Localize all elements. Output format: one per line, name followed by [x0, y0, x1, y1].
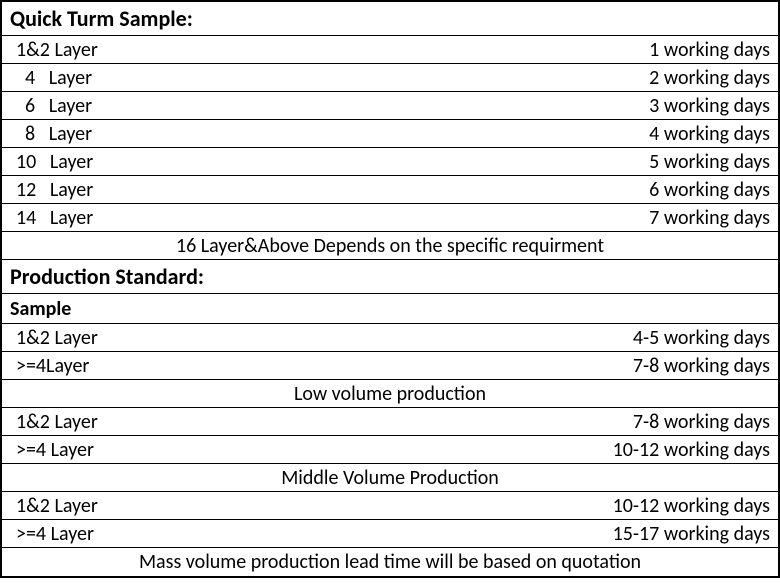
- table-row: >=4 Layer 15-17 working days: [2, 520, 778, 548]
- table-row: 10 Layer 5 working days: [2, 148, 778, 176]
- layer-label: >=4 Layer: [2, 437, 102, 463]
- subsection-header: Sample: [2, 294, 778, 324]
- layer-label: 1&2 Layer: [2, 409, 106, 435]
- layer-label: 12 Layer: [2, 177, 101, 203]
- table-row: 1&2 Layer 7-8 working days: [2, 408, 778, 436]
- lead-time-value: 4 working days: [100, 121, 778, 147]
- subsection-title: Middle Volume Production: [2, 464, 778, 492]
- lead-time-value: 7-8 working days: [106, 409, 778, 435]
- table-row: 1&2 Layer 10-12 working days: [2, 492, 778, 520]
- center-title-text: Low volume production: [294, 382, 486, 406]
- layer-label: 14 Layer: [2, 205, 101, 231]
- header-text: Production Standard:: [10, 263, 204, 290]
- lead-time-value: 3 working days: [100, 93, 778, 119]
- table-row: 12 Layer 6 working days: [2, 176, 778, 204]
- layer-label: 10 Layer: [2, 149, 101, 175]
- lead-time-table: Quick Turm Sample: 1&2 Layer 1 working d…: [0, 0, 780, 578]
- layer-label: 1&2 Layer: [2, 493, 106, 519]
- section-header: Quick Turm Sample:: [2, 2, 778, 36]
- layer-label: 1&2 Layer: [2, 37, 106, 63]
- section-footer: 16 Layer&Above Depends on the specific r…: [2, 232, 778, 260]
- lead-time-value: 4-5 working days: [106, 325, 778, 351]
- lead-time-value: 10-12 working days: [106, 493, 778, 519]
- table-row: 6 Layer 3 working days: [2, 92, 778, 120]
- table-row: >=4 Layer 10-12 working days: [2, 436, 778, 464]
- lead-time-value: 7 working days: [101, 205, 778, 231]
- table-row: 1&2 Layer 1 working days: [2, 36, 778, 64]
- table-row: >=4Layer 7-8 working days: [2, 352, 778, 380]
- lead-time-value: 2 working days: [100, 65, 778, 91]
- table-row: 14 Layer 7 working days: [2, 204, 778, 232]
- layer-label: 1&2 Layer: [2, 325, 106, 351]
- lead-time-value: 15-17 working days: [102, 521, 778, 547]
- section-footer: Mass volume production lead time will be…: [2, 548, 778, 576]
- table-row: 1&2 Layer 4-5 working days: [2, 324, 778, 352]
- footer-text: 16 Layer&Above Depends on the specific r…: [176, 234, 604, 258]
- lead-time-value: 6 working days: [101, 177, 778, 203]
- section-header: Production Standard:: [2, 260, 778, 294]
- table-row: 8 Layer 4 working days: [2, 120, 778, 148]
- layer-label: >=4 Layer: [2, 521, 102, 547]
- lead-time-value: 5 working days: [101, 149, 778, 175]
- table-row: 4 Layer 2 working days: [2, 64, 778, 92]
- lead-time-value: 7-8 working days: [97, 353, 778, 379]
- layer-label: 6 Layer: [2, 93, 100, 119]
- subheader-text: Sample: [10, 297, 71, 321]
- lead-time-value: 10-12 working days: [102, 437, 778, 463]
- layer-label: 4 Layer: [2, 65, 100, 91]
- footer-text: Mass volume production lead time will be…: [139, 550, 641, 574]
- subsection-title: Low volume production: [2, 380, 778, 408]
- layer-label: >=4Layer: [2, 353, 97, 379]
- header-text: Quick Turm Sample:: [10, 5, 193, 32]
- lead-time-value: 1 working days: [106, 37, 778, 63]
- layer-label: 8 Layer: [2, 121, 100, 147]
- center-title-text: Middle Volume Production: [281, 466, 499, 490]
